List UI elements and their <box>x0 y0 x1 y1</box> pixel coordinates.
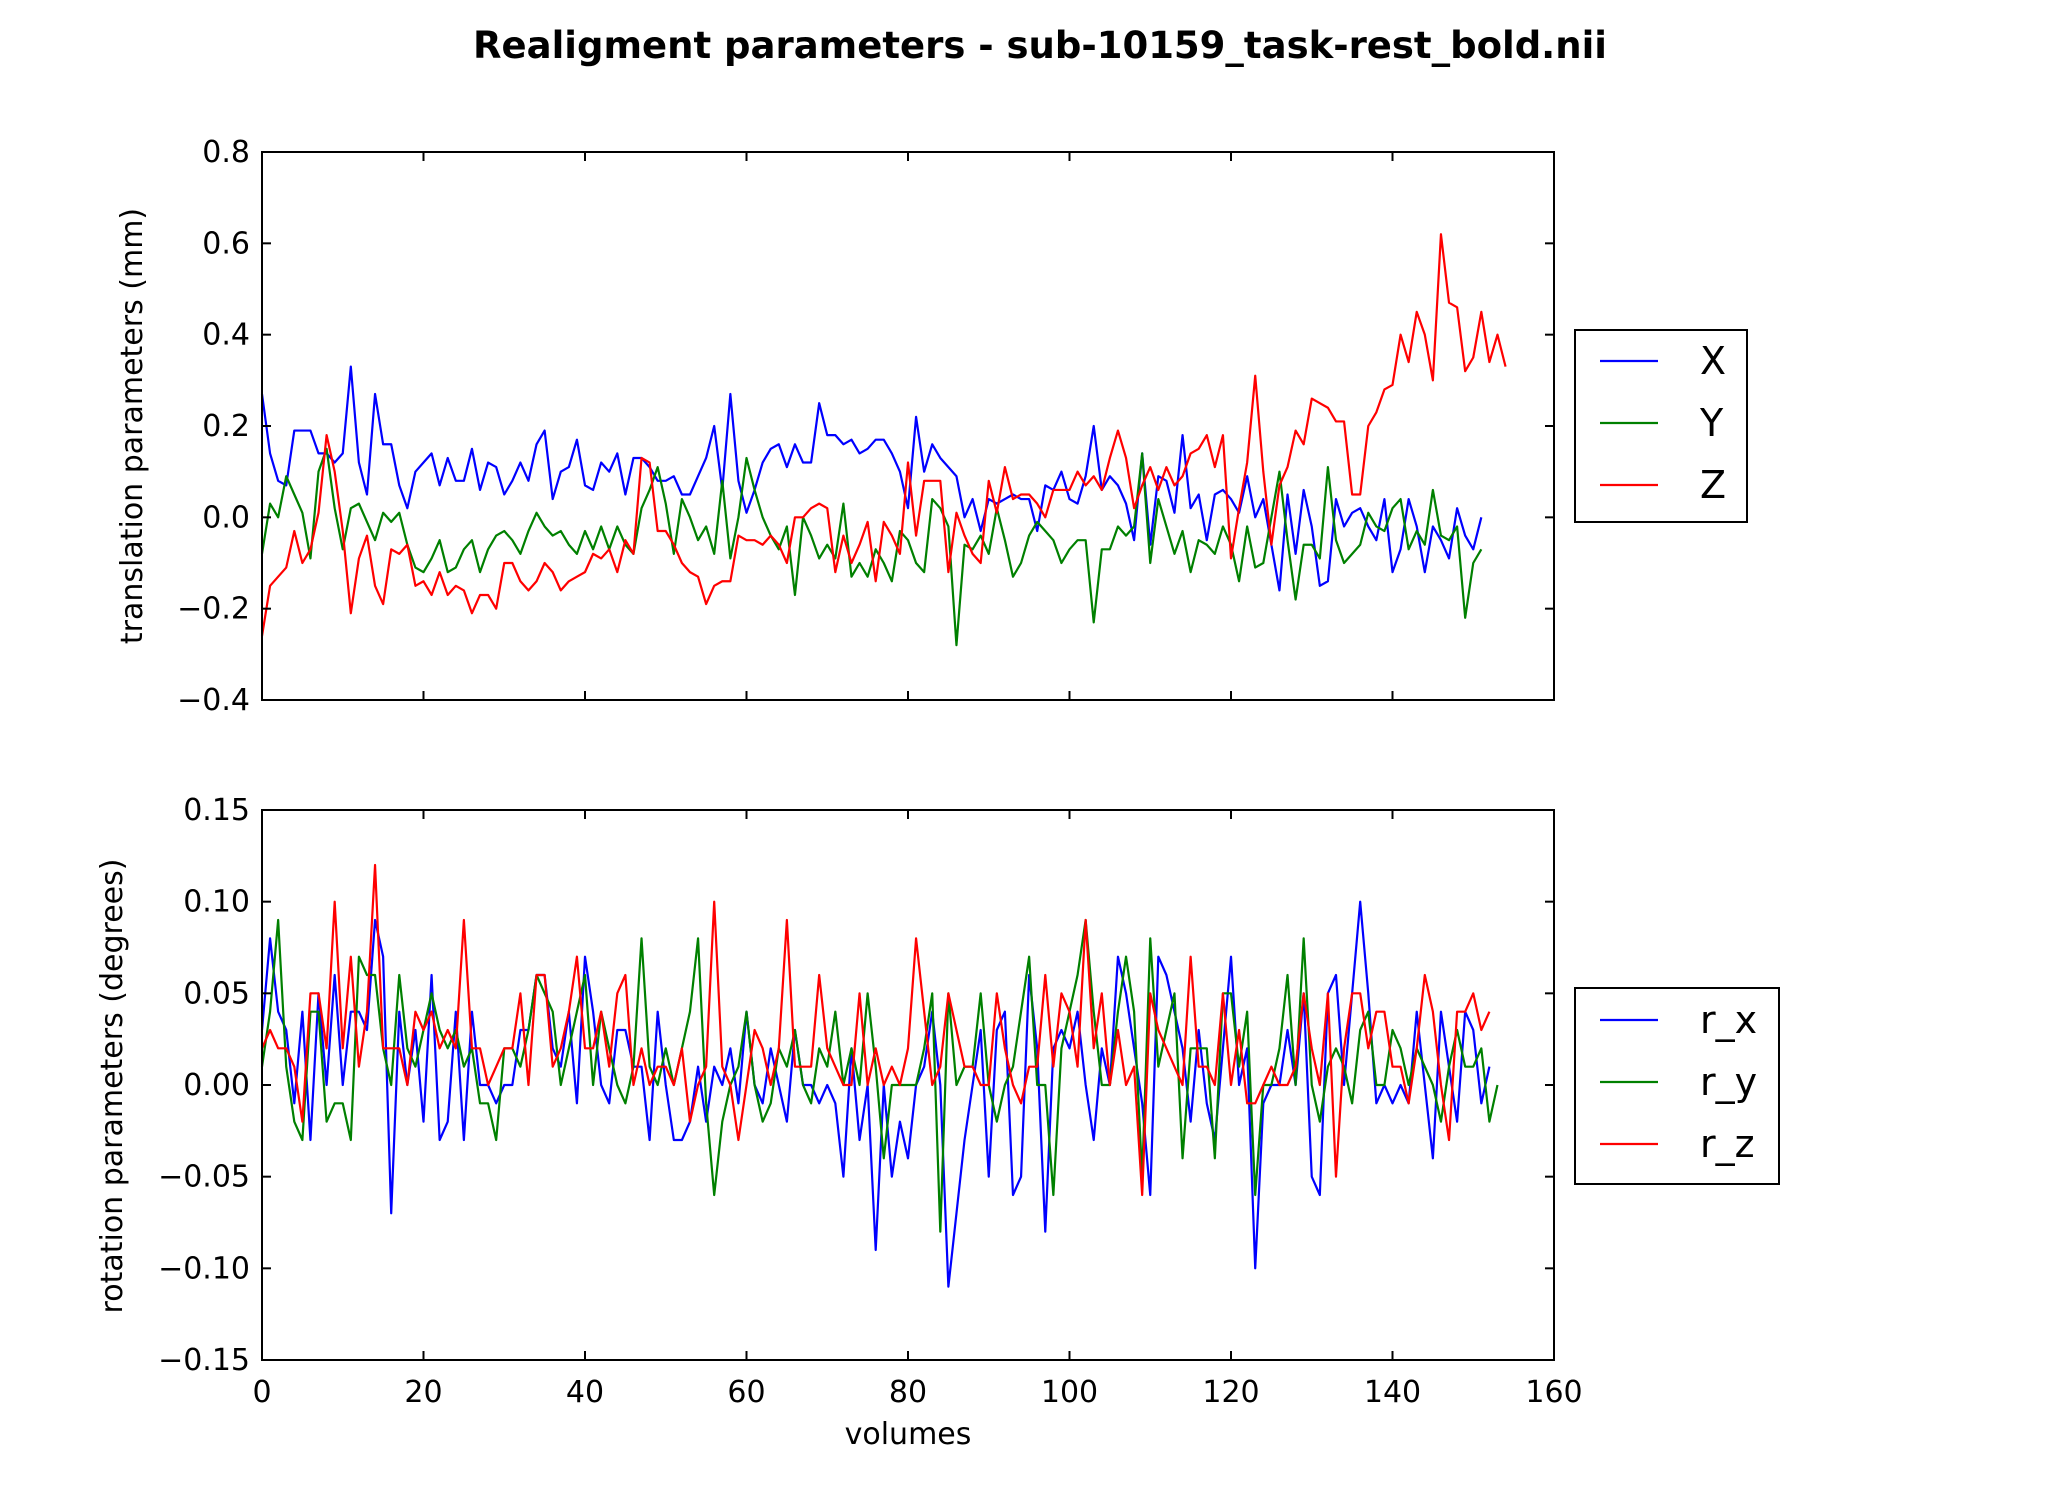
translation-series-y-line <box>260 447 1483 647</box>
translation-y-ticks: −0.4 −0.2 0.0 0.2 0.4 0.6 0.8 <box>177 135 1554 718</box>
rotation-x-tick-label: 160 <box>1525 1375 1582 1410</box>
rotation-series-r-y-line <box>260 918 1499 1233</box>
translation-legend: XYZ <box>1574 329 1748 523</box>
rotation-x-tick-label: 120 <box>1202 1375 1259 1410</box>
rotation-y-tick-label: 0.15 <box>183 793 250 828</box>
rotation-x-tick-label: 80 <box>889 1375 927 1410</box>
rotation-series-r-z-line <box>260 863 1491 1197</box>
translation-legend-label: X <box>1700 339 1726 383</box>
rotation-legend-label: r_y <box>1700 1060 1757 1104</box>
rotation-y-tick-label: −0.05 <box>158 1160 250 1195</box>
rotation-x-tick-label: 100 <box>1041 1375 1098 1410</box>
translation-y-tick-label: 0.6 <box>202 226 250 261</box>
translation-panel: −0.4 −0.2 0.0 0.2 0.4 0.6 0.8 translation para… <box>115 135 1748 718</box>
rotation-x-tick-label: 20 <box>404 1375 442 1410</box>
rotation-series-lines <box>260 863 1499 1288</box>
translation-y-tick-label: 0.2 <box>202 409 250 444</box>
translation-x-ticks <box>261 152 1555 700</box>
translation-series-z-line <box>260 233 1507 637</box>
translation-series-lines <box>260 233 1507 647</box>
rotation-x-tick-label: 140 <box>1364 1375 1421 1410</box>
rotation-legend-label: r_z <box>1700 1122 1755 1166</box>
rotation-series-r-x-line <box>260 900 1491 1288</box>
rotation-y-tick-label: 0.00 <box>183 1068 250 1103</box>
translation-plot-area <box>262 152 1554 700</box>
translation-series-x-line <box>260 365 1483 592</box>
rotation-y-tick-label: −0.10 <box>158 1251 250 1286</box>
translation-y-tick-label: 0.4 <box>202 318 250 353</box>
rotation-x-tick-label: 0 <box>252 1375 271 1410</box>
rotation-x-axis-label: volumes <box>845 1417 972 1452</box>
translation-y-tick-label: −0.4 <box>177 683 250 718</box>
translation-y-tick-label: 0.8 <box>202 135 250 170</box>
rotation-legend-label: r_x <box>1700 998 1757 1042</box>
rotation-x-tick-label: 60 <box>727 1375 765 1410</box>
translation-legend-label: Y <box>1699 401 1724 445</box>
translation-legend-label: Z <box>1700 463 1726 507</box>
rotation-x-ticks: 0 20 40 60 80 100 120 140 160 <box>252 810 1583 1410</box>
rotation-y-axis-label: rotation parameters (degrees) <box>95 859 130 1314</box>
translation-y-tick-label: 0.0 <box>202 500 250 535</box>
rotation-y-ticks: −0.15 −0.10 −0.05 0.00 0.05 0.10 0.15 <box>158 793 1554 1378</box>
rotation-y-tick-label: 0.10 <box>183 885 250 920</box>
translation-y-tick-label: −0.2 <box>177 592 250 627</box>
rotation-panel: 0 20 40 60 80 100 120 140 160 −0.15 −0.10 −0.05 0.0… <box>95 793 1780 1452</box>
figure-title: Realigment parameters - sub-10159_task-r… <box>473 24 1607 67</box>
rotation-legend: r_x r_y r_z <box>1574 987 1780 1185</box>
rotation-x-tick-label: 40 <box>566 1375 604 1410</box>
translation-y-axis-label: translation parameters (mm) <box>115 208 150 644</box>
rotation-y-tick-label: −0.15 <box>158 1343 250 1378</box>
rotation-y-tick-label: 0.05 <box>183 976 250 1011</box>
